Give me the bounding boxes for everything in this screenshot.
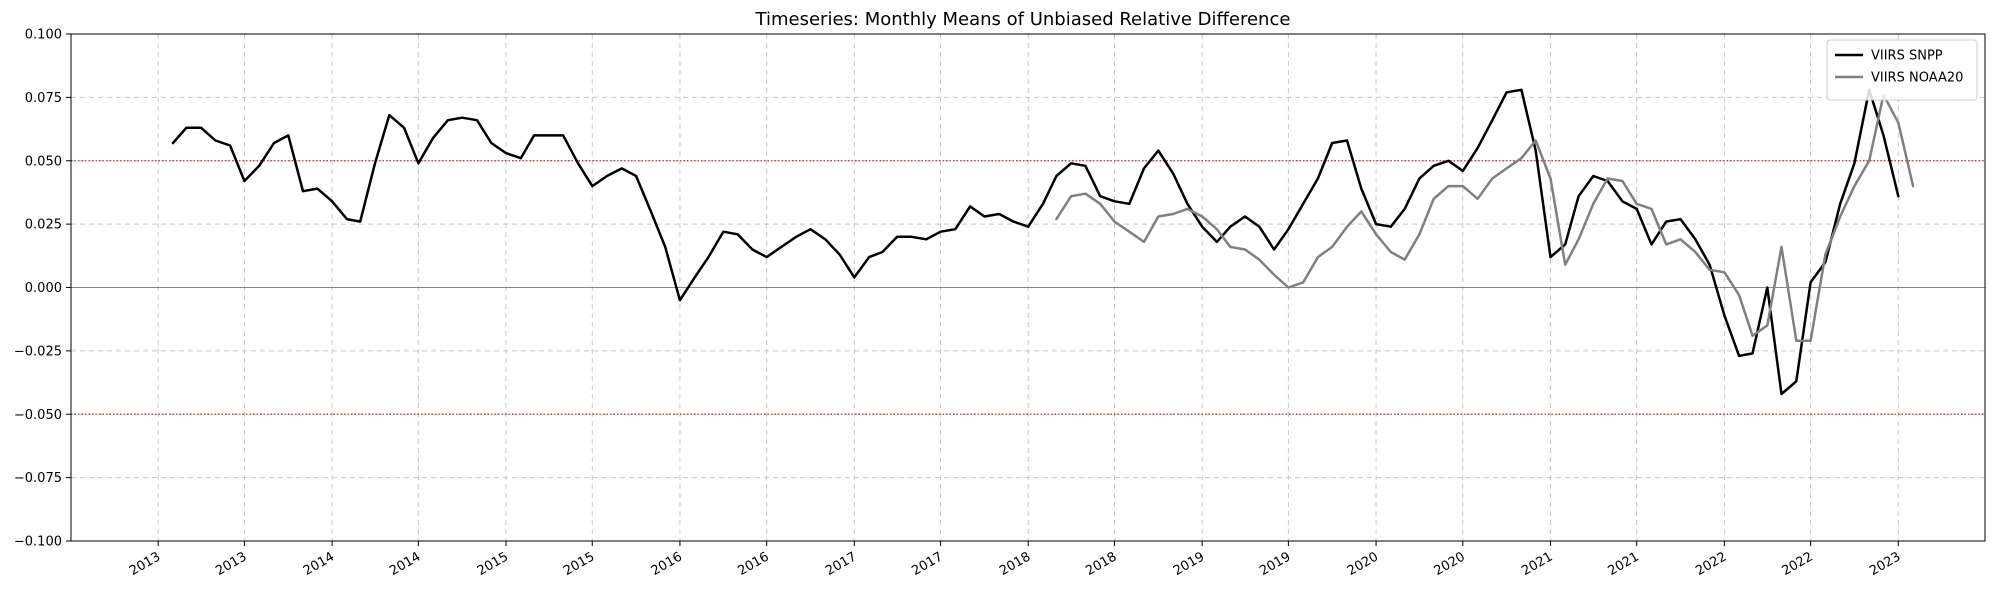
x-tick-label: 2020 (1432, 549, 1468, 579)
x-tick-label: 2019 (1171, 549, 1207, 579)
x-tick-label: 2018 (997, 549, 1033, 579)
x-tick-label: 2023 (1867, 549, 1903, 579)
legend-label: VIIRS SNPP (1871, 49, 1943, 64)
y-tick-label: 0.025 (25, 218, 62, 233)
legend: VIIRS SNPP VIIRS NOAA20 (1826, 39, 1978, 101)
y-tick-label: 0.075 (25, 91, 62, 106)
series-lines (171, 88, 1915, 396)
x-axis: 2013 2013 2014 2014 2015 2015 2016 2016 2017 2017… (127, 541, 1903, 579)
y-tick-label: 0.050 (25, 154, 62, 169)
x-tick-label: 2022 (1779, 549, 1815, 579)
x-tick-label: 2013 (213, 549, 249, 579)
y-axis: −0.100 −0.075 −0.050 −0.025 0.000 0.025 0.050 0… (14, 28, 71, 550)
x-tick-label: 2017 (909, 549, 945, 579)
x-tick-label: 2018 (1083, 549, 1119, 579)
x-tick-label: 2016 (649, 549, 685, 579)
y-tick-label: 0.100 (25, 28, 62, 43)
series-line-viirs-snpp (171, 88, 1900, 396)
x-tick-label: 2020 (1345, 549, 1381, 579)
y-tick-label: −0.050 (14, 408, 62, 423)
legend-box (1826, 39, 1978, 101)
reference-lines (71, 160, 1985, 415)
y-tick-label: −0.075 (14, 471, 62, 486)
x-tick-label: 2017 (823, 549, 859, 579)
x-tick-label: 2022 (1693, 549, 1729, 579)
y-tick-label: 0.000 (25, 281, 62, 296)
x-tick-label: 2021 (1519, 549, 1555, 579)
x-tick-label: 2019 (1257, 549, 1293, 579)
x-tick-label: 2014 (301, 549, 337, 579)
y-tick-label: −0.025 (14, 344, 62, 359)
y-tick-label: −0.100 (14, 535, 62, 550)
x-tick-label: 2015 (561, 549, 597, 579)
x-tick-label: 2014 (387, 549, 423, 579)
series-line-viirs-noaa20 (1055, 93, 1915, 342)
x-tick-label: 2015 (475, 549, 511, 579)
legend-label: VIIRS NOAA20 (1871, 71, 1963, 86)
x-tick-label: 2021 (1606, 549, 1642, 579)
chart-title: Timeseries: Monthly Means of Unbiased Re… (755, 9, 1291, 30)
x-tick-label: 2016 (735, 549, 771, 579)
x-tick-label: 2013 (127, 549, 163, 579)
